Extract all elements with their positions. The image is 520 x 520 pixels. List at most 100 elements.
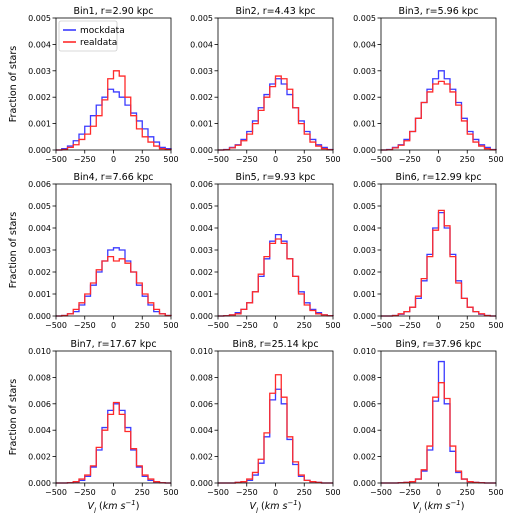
x-tick-label: −250	[236, 321, 258, 330]
realdata-histogram-line	[56, 255, 172, 317]
x-tick-label: −500	[45, 488, 67, 497]
y-tick-label: 0.002	[28, 453, 51, 462]
x-tick-label: −250	[74, 321, 96, 330]
histogram-panel-9: Bin9, r=37.96 kpc −500 −250 0 250 500 0.000 0.0…	[353, 339, 504, 515]
x-tick-label: 250	[297, 155, 312, 164]
y-tick-label: 0.000	[353, 479, 376, 488]
y-tick-label: 0.010	[190, 347, 213, 356]
realdata-histogram-line	[56, 70, 172, 151]
y-tick-label: 0.002	[28, 268, 51, 277]
y-tick-label: 0.006	[28, 180, 51, 189]
histogram-panel-3: Bin3, r=5.96 kpc −500 −250 0 250 500 0.000 0.00…	[353, 6, 504, 164]
x-tick-label: 250	[297, 321, 312, 330]
y-tick-label: 0.004	[28, 40, 51, 49]
realdata-histogram-line	[56, 401, 171, 484]
y-tick-label: 0.001	[353, 120, 376, 129]
realdata-histogram-line	[381, 80, 497, 151]
realdata-histogram-line	[218, 238, 334, 317]
y-axis-label: Fraction of stars	[8, 379, 19, 456]
panel-title: Bin7, r=17.67 kpc	[70, 339, 156, 350]
x-tick-label: 0	[273, 488, 278, 497]
y-tick-label: 0.001	[190, 120, 213, 129]
legend: mockdata realdata	[58, 20, 125, 52]
mockdata-histogram-line	[56, 88, 172, 151]
x-tick-label: −250	[399, 155, 421, 164]
axes-frame	[380, 183, 497, 317]
y-tick-label: 0.002	[28, 93, 51, 102]
y-tick-label: 0.000	[190, 479, 213, 488]
y-axis-label: Fraction of stars	[8, 46, 19, 123]
realdata-histogram-line	[218, 374, 333, 484]
y-tick-label: 0.001	[190, 290, 213, 299]
y-tick-label: 0.001	[28, 120, 51, 129]
y-tick-label: 0.000	[190, 146, 213, 155]
y-tick-label: 0.000	[28, 146, 51, 155]
mockdata-histogram-line	[218, 78, 334, 151]
legend-box	[58, 20, 118, 52]
panel-title: Bin3, r=5.96 kpc	[398, 6, 478, 17]
x-tick-label: 250	[135, 488, 150, 497]
histogram-panel-7: Bin7, r=17.67 kpc −500 −250 0 250 500 0.000 0.0…	[8, 339, 179, 515]
x-tick-label: 500	[488, 321, 503, 330]
x-tick-label: 0	[436, 488, 441, 497]
x-tick-label: 0	[111, 155, 116, 164]
y-tick-label: 0.002	[190, 453, 213, 462]
y-tick-label: 0.002	[353, 268, 376, 277]
y-tick-label: 0.004	[190, 224, 213, 233]
x-tick-label: 250	[460, 488, 475, 497]
realdata-histogram-line	[381, 209, 496, 317]
x-tick-label: 0	[273, 155, 278, 164]
y-tick-label: 0.006	[28, 400, 51, 409]
x-tick-label: −500	[45, 155, 67, 164]
x-tick-label: −500	[370, 488, 392, 497]
y-tick-label: 0.006	[190, 180, 213, 189]
x-tick-label: 0	[111, 488, 116, 497]
y-tick-label: 0.008	[28, 373, 51, 382]
x-tick-label: −500	[207, 488, 229, 497]
y-tick-label: 0.001	[353, 290, 376, 299]
x-tick-label: 0	[111, 321, 116, 330]
x-tick-label: −250	[399, 321, 421, 330]
y-tick-label: 0.004	[353, 224, 376, 233]
x-tick-label: 0	[436, 321, 441, 330]
legend-label-realdata: realdata	[80, 38, 117, 48]
axes-frame	[55, 350, 172, 484]
y-tick-label: 0.006	[353, 180, 376, 189]
y-tick-label: 0.005	[353, 14, 376, 23]
y-tick-label: 0.008	[190, 373, 213, 382]
axes-frame	[217, 350, 334, 484]
x-tick-label: −250	[236, 155, 258, 164]
panel-title: Bin5, r=9.93 kpc	[235, 172, 315, 183]
panel-title: Bin1, r=2.90 kpc	[73, 6, 153, 17]
y-tick-label: 0.003	[28, 246, 51, 255]
x-tick-label: −500	[207, 155, 229, 164]
x-tick-label: 250	[297, 488, 312, 497]
histogram-panel-2: Bin2, r=4.43 kpc −500 −250 0 250 500 0.000 0.00…	[190, 6, 341, 164]
y-tick-label: 0.000	[28, 312, 51, 321]
mockdata-histogram-line	[218, 233, 334, 317]
y-tick-label: 0.006	[353, 400, 376, 409]
x-tick-label: −500	[207, 321, 229, 330]
panel-title: Bin9, r=37.96 kpc	[395, 339, 481, 350]
y-tick-label: 0.003	[28, 67, 51, 76]
y-tick-label: 0.004	[353, 426, 376, 435]
x-tick-label: −500	[370, 321, 392, 330]
axes-frame	[217, 183, 334, 317]
x-tick-label: −250	[74, 488, 96, 497]
y-tick-label: 0.004	[353, 40, 376, 49]
y-tick-label: 0.004	[28, 224, 51, 233]
y-tick-label: 0.004	[190, 426, 213, 435]
y-tick-label: 0.002	[190, 268, 213, 277]
x-tick-label: −250	[399, 488, 421, 497]
mockdata-histogram-line	[381, 360, 496, 484]
x-tick-label: 500	[163, 488, 178, 497]
x-tick-label: 250	[460, 321, 475, 330]
x-tick-label: 500	[163, 155, 178, 164]
x-tick-label: −250	[236, 488, 258, 497]
histogram-panel-4: Bin4, r=7.66 kpc −500 −250 0 250 500 0.000 0.00…	[8, 172, 179, 330]
x-tick-label: −250	[74, 155, 96, 164]
realdata-histogram-line	[218, 75, 334, 151]
histogram-panel-1: Bin1, r=2.90 kpc −500 −250 0 250 500 0.000 0.00…	[8, 6, 179, 164]
mockdata-histogram-line	[218, 388, 333, 484]
